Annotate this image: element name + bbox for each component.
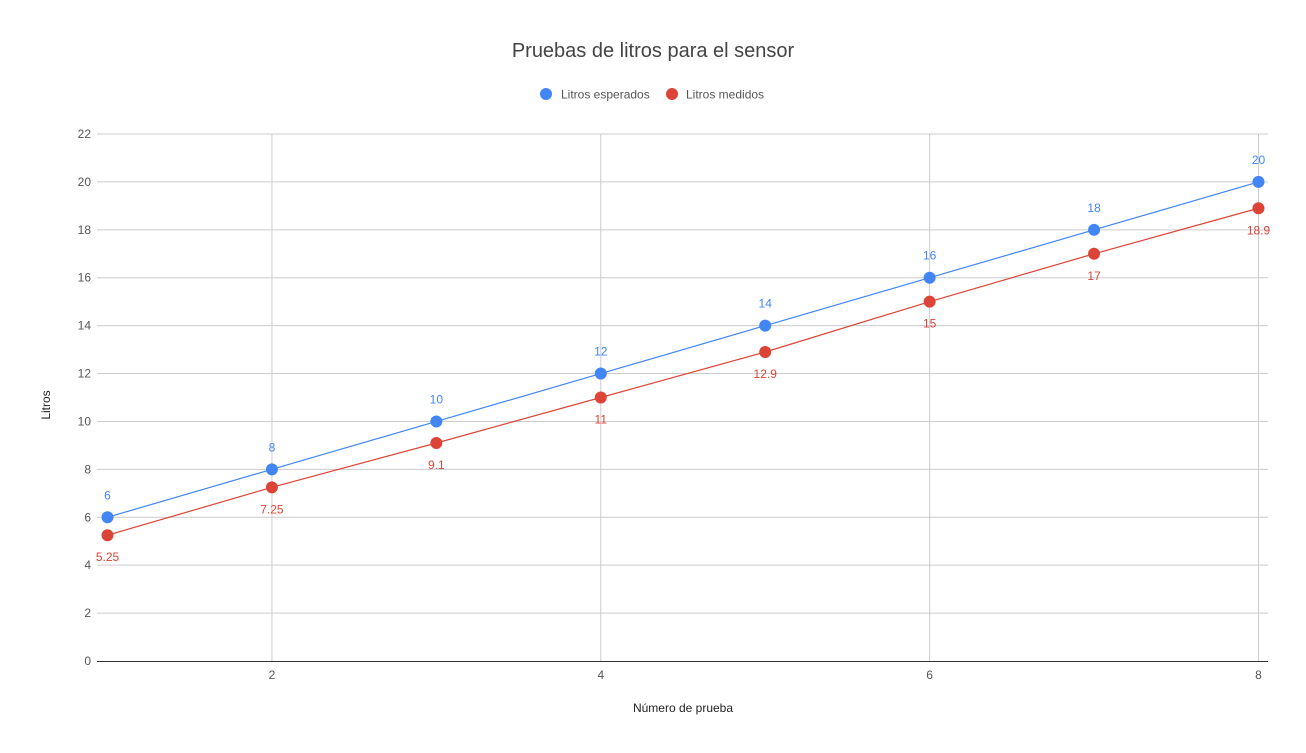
- data-point: [1252, 175, 1265, 188]
- x-axis-ticks: 2 4 6 8: [269, 668, 1263, 682]
- data-label: 12: [594, 345, 608, 359]
- y-tick-label: 2: [84, 606, 91, 620]
- legend-label-esperados: Litros esperados: [561, 88, 650, 102]
- legend-label-medidos: Litros medidos: [686, 88, 764, 102]
- data-point: [101, 529, 114, 542]
- y-tick-label: 16: [78, 271, 92, 285]
- y-tick-label: 20: [78, 175, 92, 189]
- legend-marker-medidos: [666, 88, 678, 100]
- y-tick-label: 6: [84, 510, 91, 524]
- y-tick-label: 10: [78, 414, 92, 428]
- series-line: [107, 181, 1259, 518]
- series-0: 6 8 10 12 14 16 18 20: [101, 153, 1266, 524]
- y-tick-label: 18: [78, 223, 92, 237]
- y-tick-label: 12: [78, 367, 92, 381]
- series-layer: 6 8 10 12 14 16 18 20 5.25 7.25 9.1 11 12.9 15 17 18.9: [96, 153, 1271, 564]
- data-label: 12.9: [754, 367, 778, 381]
- series-line: [107, 207, 1259, 536]
- data-point: [1252, 202, 1265, 215]
- data-label: 15: [923, 317, 937, 331]
- chart-title: Pruebas de litros para el sensor: [512, 40, 795, 62]
- data-point: [923, 295, 936, 308]
- legend-marker-esperados: [540, 88, 552, 100]
- data-label: 16: [923, 249, 937, 263]
- y-tick-label: 22: [78, 127, 92, 141]
- data-point: [101, 511, 114, 524]
- data-label: 8: [269, 440, 276, 454]
- y-tick-label: 8: [84, 462, 91, 476]
- data-label: 17: [1087, 269, 1101, 283]
- data-point: [594, 391, 607, 404]
- y-tick-label: 4: [84, 558, 91, 572]
- y-tick-label: 14: [78, 319, 92, 333]
- data-label: 6: [104, 488, 111, 502]
- data-label: 7.25: [260, 502, 284, 516]
- legend: Litros esperados Litros medidos: [540, 88, 764, 102]
- series-1: 5.25 7.25 9.1 11 12.9 15 17 18.9: [96, 202, 1271, 564]
- x-tick-label: 2: [269, 668, 276, 682]
- data-label: 14: [759, 297, 773, 311]
- x-axis-label: Número de prueba: [633, 701, 733, 715]
- data-point: [759, 319, 772, 332]
- data-point: [430, 415, 443, 428]
- data-label: 10: [430, 392, 444, 406]
- data-point: [1088, 247, 1101, 260]
- y-axis-ticks: 0 2 4 6 8 10 12 14 16 18 20 22: [78, 127, 92, 668]
- x-tick-label: 4: [597, 668, 604, 682]
- data-label: 11: [595, 413, 608, 427]
- data-label: 18.9: [1247, 223, 1271, 237]
- data-point: [594, 367, 607, 380]
- x-tick-label: 6: [926, 668, 933, 682]
- data-point: [923, 271, 936, 284]
- data-label: 9.1: [428, 458, 445, 472]
- data-point: [759, 345, 772, 358]
- data-label: 18: [1087, 201, 1101, 215]
- data-point: [430, 437, 443, 450]
- data-point: [265, 481, 278, 494]
- x-tick-label: 8: [1255, 668, 1262, 682]
- data-label: 20: [1252, 153, 1266, 167]
- data-label: 5.25: [96, 550, 120, 564]
- y-tick-label: 0: [84, 654, 91, 668]
- data-point: [1088, 223, 1101, 236]
- data-point: [265, 463, 278, 476]
- y-axis-label: Litros: [39, 390, 53, 419]
